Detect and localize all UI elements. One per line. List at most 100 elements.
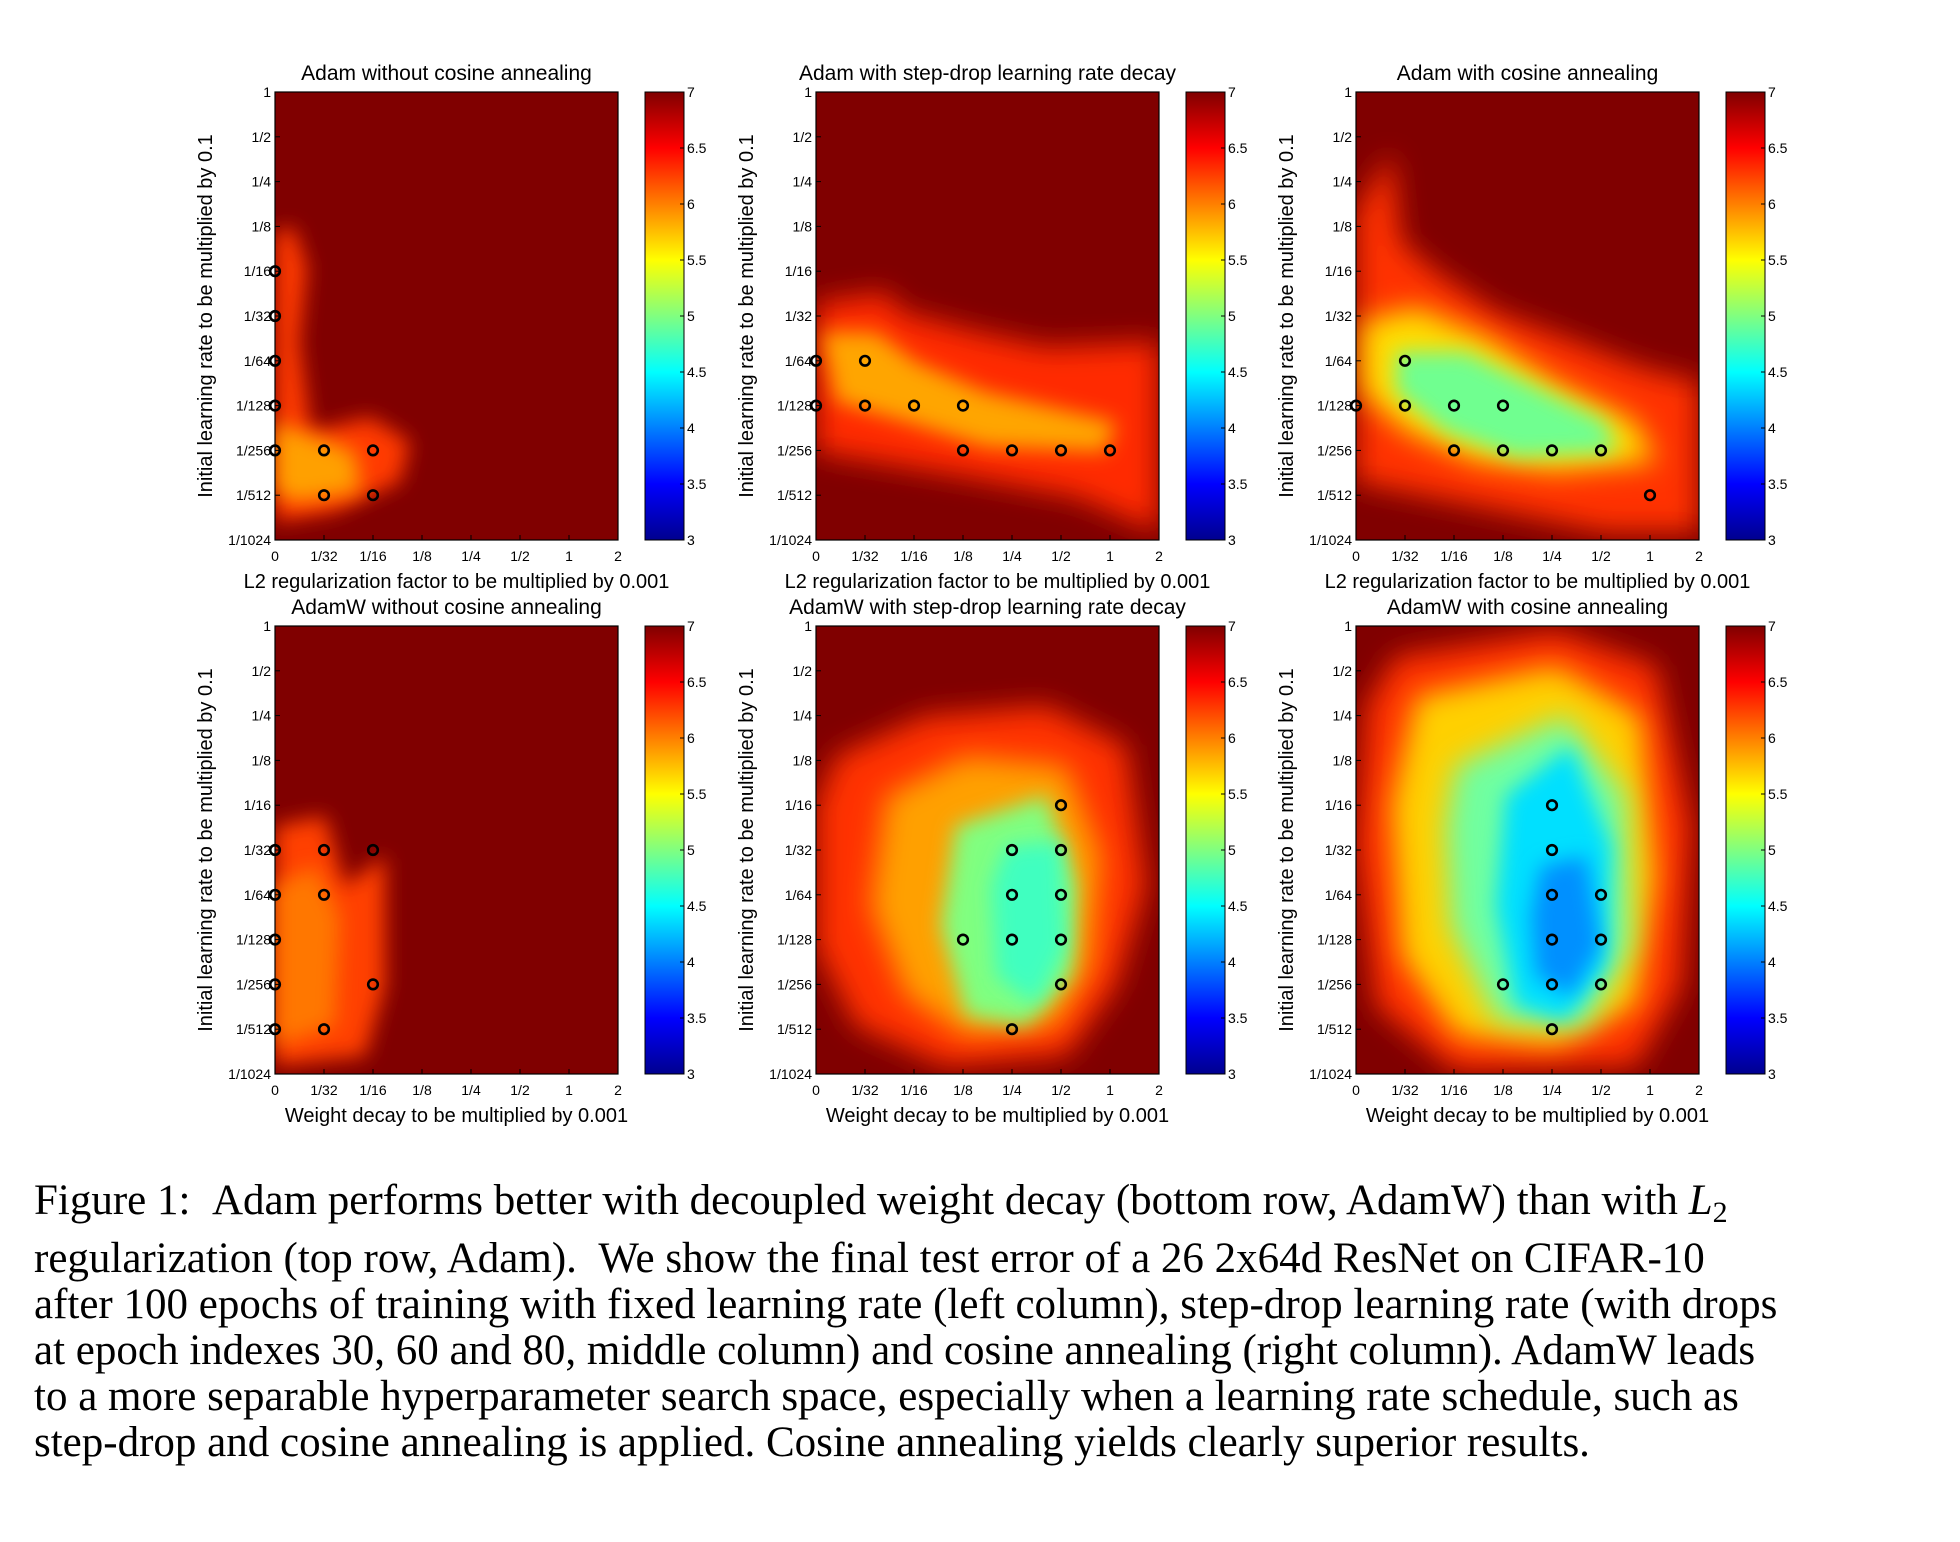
x-tick-label: 1/16 (1440, 1082, 1467, 1098)
colorbar-tick-label: 7 (687, 84, 695, 100)
x-tick-label: 0 (812, 1082, 820, 1098)
x-tick-label: 1/4 (1542, 548, 1562, 564)
best-setting-marker (1594, 933, 1608, 946)
y-tick-label: 1/4 (252, 708, 272, 724)
y-tick-label: 1/16 (785, 263, 812, 279)
best-setting-marker (1545, 843, 1559, 857)
caption-line-2: regularization (top row, Adam). We show … (34, 1235, 1705, 1282)
y-tick-label: 1/1024 (1309, 1066, 1352, 1082)
colorbar-tick-label: 5 (1768, 842, 1776, 858)
y-tick-label: 1/32 (785, 308, 812, 324)
best-setting-marker (268, 888, 282, 901)
colorbar-tick-label: 3.5 (1768, 1010, 1788, 1026)
best-setting-marker (317, 888, 331, 901)
y-tick-label: 1/32 (785, 842, 812, 858)
x-tick-label: 1/2 (1591, 1082, 1611, 1098)
best-setting-marker (1496, 444, 1510, 457)
y-tick-label: 1/512 (1317, 487, 1352, 503)
y-tick-label: 1/256 (236, 976, 271, 992)
x-tick-label: 1/4 (1002, 1082, 1022, 1098)
panel-4: AdamW without cosine annealing 1 1/2 1/4 1/8… (195, 596, 707, 1127)
best-setting-marker (317, 1023, 331, 1036)
colorbar-tick-label: 3 (1768, 532, 1776, 548)
colorbar-tick-label: 5.5 (1768, 252, 1788, 268)
y-tick-label: 1/2 (1333, 663, 1353, 679)
y-tick-label: 1 (804, 84, 812, 100)
best-setting-marker (268, 265, 282, 278)
y-tick-label: 1/256 (777, 442, 812, 458)
best-setting-marker (809, 354, 823, 367)
best-setting-marker (268, 1023, 282, 1036)
best-setting-marker (1005, 888, 1019, 901)
x-tick-label: 1/8 (412, 548, 432, 564)
y-tick-label: 1/8 (252, 752, 272, 768)
y-tick-label: 1 (804, 618, 812, 634)
best-setting-marker (366, 978, 380, 991)
y-tick-label: 1/256 (1317, 442, 1352, 458)
colorbar-tick-label: 6.5 (687, 140, 707, 156)
panel-6: AdamW with cosine annealing 1 1/2 1/4 1/8 1/1… (1276, 596, 1788, 1127)
colorbar-tick-label: 3.5 (1768, 476, 1788, 492)
caption-line-4: at epoch indexes 30, 60 and 80, middle c… (34, 1327, 1756, 1374)
panel-title: Adam with step-drop learning rate decay (799, 62, 1177, 85)
x-tick-label: 1/2 (510, 548, 530, 564)
best-setting-marker (1545, 888, 1559, 901)
colorbar-tick-label: 5 (1228, 308, 1236, 324)
colorbar-tick-label: 3 (687, 532, 695, 548)
y-tick-label: 1/128 (236, 932, 271, 948)
colorbar-tick-label: 3.5 (1228, 476, 1248, 492)
results-figure: Adam without cosine annealing 1 1/2 1/4 1/8 1… (195, 62, 1788, 1127)
x-tick-label: 1/8 (953, 548, 973, 564)
y-tick-label: 1/1024 (228, 532, 271, 548)
panel-5: AdamW with step-drop learning rate decay… (736, 596, 1248, 1127)
y-axis-label: Initial learning rate to be multiplied b… (736, 668, 758, 1032)
y-tick-label: 1/32 (1325, 842, 1352, 858)
colorbar-tick-label: 4 (1228, 954, 1236, 970)
y-axis-label: Initial learning rate to be multiplied b… (1276, 134, 1298, 498)
y-tick-label: 1/2 (793, 129, 813, 145)
y-tick-label: 1/4 (252, 174, 272, 190)
best-setting-marker (1054, 933, 1068, 946)
y-axis-label: Initial learning rate to be multiplied b… (736, 134, 758, 498)
best-setting-marker (317, 843, 331, 857)
colorbar-tick-label: 5 (687, 842, 695, 858)
colorbar-tick-label: 6.5 (1768, 674, 1788, 690)
colorbar (644, 625, 685, 1075)
best-setting-marker (809, 399, 823, 412)
best-setting-marker (268, 399, 282, 412)
colorbar-tick-label: 3 (1228, 532, 1236, 548)
heatmap-5 (816, 626, 1159, 1074)
y-tick-label: 1/2 (793, 663, 813, 679)
x-axis-label: L2 regularization factor to be multiplie… (1325, 571, 1751, 593)
caption-line-5: to a more separable hyperparameter searc… (34, 1373, 1739, 1420)
panel-title: AdamW with step-drop learning rate decay (789, 596, 1186, 619)
x-tick-label: 1/2 (510, 1082, 530, 1098)
best-setting-marker (956, 399, 970, 412)
x-tick-label: 1/32 (310, 548, 337, 564)
best-setting-marker (366, 843, 380, 857)
y-tick-label: 1/256 (777, 976, 812, 992)
colorbar-tick-label: 6 (687, 730, 695, 746)
best-setting-marker (1005, 444, 1019, 457)
best-setting-marker (268, 933, 282, 946)
y-tick-label: 1/512 (236, 487, 271, 503)
x-tick-label: 1 (1646, 1082, 1654, 1098)
best-setting-marker (268, 843, 282, 857)
best-setting-marker (858, 354, 872, 367)
best-setting-marker (366, 444, 380, 457)
x-tick-label: 0 (1352, 548, 1360, 564)
y-tick-label: 1/8 (793, 218, 813, 234)
colorbar-tick-label: 5.5 (1228, 252, 1248, 268)
colorbar-tick-label: 6.5 (1768, 140, 1788, 156)
best-setting-marker (268, 444, 282, 457)
y-tick-label: 1/4 (1333, 174, 1353, 190)
y-tick-label: 1/1024 (1309, 532, 1352, 548)
y-tick-label: 1 (263, 618, 271, 634)
x-tick-label: 1/4 (1002, 548, 1022, 564)
y-tick-label: 1 (1344, 618, 1352, 634)
best-setting-marker (1054, 843, 1068, 857)
heatmap-3 (1356, 92, 1699, 540)
x-tick-label: 1/2 (1051, 1082, 1071, 1098)
x-tick-label: 1/16 (900, 1082, 927, 1098)
best-setting-marker (956, 444, 970, 457)
